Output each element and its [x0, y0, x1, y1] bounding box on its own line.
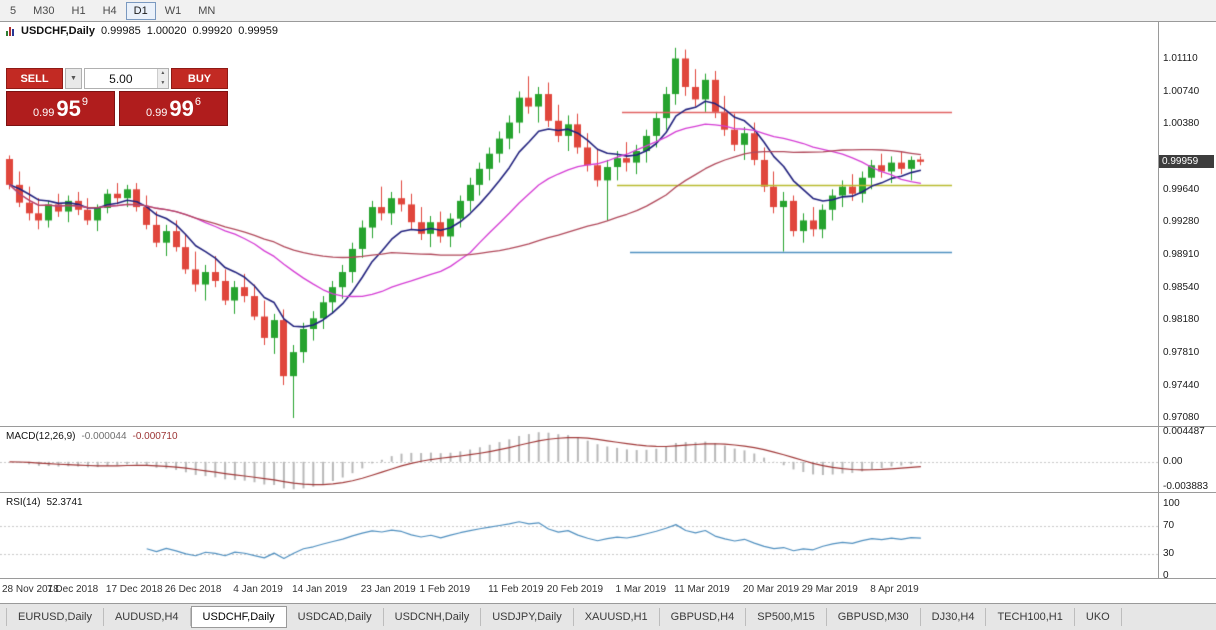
date-axis-label: 1 Feb 2019	[419, 584, 471, 595]
price-axis: 1.01110 1.00740 1.00380 0.99640 0.99280 0.989…	[1159, 22, 1216, 602]
date-axis-label: 1 Mar 2019	[615, 584, 667, 595]
rsi-axis-label: 100	[1163, 498, 1180, 509]
price-axis-label: 1.01110	[1163, 53, 1198, 65]
chart-tab-uko[interactable]: UKO	[1075, 608, 1122, 626]
timeframe-m30[interactable]: M30	[25, 2, 62, 20]
sell-price-big: 95	[56, 95, 81, 121]
volume-up-icon[interactable]: ▲	[157, 69, 168, 79]
chart-tab-tech100-h1[interactable]: TECH100,H1	[986, 608, 1075, 626]
macd-name: MACD(12,26,9)	[6, 431, 76, 442]
date-axis-label: 4 Jan 2019	[233, 584, 283, 595]
volume-dropdown-icon[interactable]: ▼	[65, 68, 82, 89]
date-axis-label: 7 Dec 2018	[47, 584, 99, 595]
macd-axis-label: 0.004487	[1163, 426, 1205, 438]
ohlc-close: 0.99959	[238, 25, 279, 37]
chart-tab-xauusd-h1[interactable]: XAUUSD,H1	[574, 608, 660, 626]
chart-tab-usdcnh-daily[interactable]: USDCNH,Daily	[384, 608, 482, 626]
timeframe-w1[interactable]: W1	[157, 2, 190, 20]
buy-button[interactable]: BUY	[171, 68, 228, 89]
rsi-indicator-label: RSI(14) 52.3741	[6, 497, 83, 508]
chart-tab-gbpusd-h4[interactable]: GBPUSD,H4	[660, 608, 747, 626]
date-axis-label: 29 Mar 2019	[801, 584, 858, 595]
date-axis-label: 11 Feb 2019	[488, 584, 544, 595]
macd-axis-label: -0.003883	[1163, 481, 1209, 493]
ohlc-open: 0.99985	[100, 25, 141, 37]
chart-tab-audusd-h4[interactable]: AUDUSD,H4	[104, 608, 191, 626]
date-axis-label: 8 Apr 2019	[870, 584, 919, 595]
timeframe-mn[interactable]: MN	[190, 2, 223, 20]
date-axis-label: 17 Dec 2018	[105, 584, 163, 595]
chart-tab-dj30-h4[interactable]: DJ30,H4	[921, 608, 987, 626]
volume-control: ▲ ▼	[84, 68, 169, 89]
chart-tab-sp500-m15[interactable]: SP500,M15	[746, 608, 827, 626]
chart-tab-gbpusd-m30[interactable]: GBPUSD,M30	[827, 608, 921, 626]
ohlc-low: 0.99920	[192, 25, 233, 37]
chart-tab-usdjpy-daily[interactable]: USDJPY,Daily	[481, 608, 574, 626]
price-axis-label: 1.00380	[1163, 118, 1200, 130]
buy-price-button[interactable]: 0.99 99 6	[119, 91, 228, 126]
buy-price-big: 99	[169, 95, 194, 121]
price-axis-label: 0.98180	[1163, 314, 1200, 326]
timeframe-h1[interactable]: H1	[64, 2, 94, 20]
sell-button[interactable]: SELL	[6, 68, 63, 89]
price-axis-label: 0.98910	[1163, 249, 1200, 261]
rsi-axis-label: 30	[1163, 548, 1175, 560]
buy-price-pipette: 6	[194, 96, 202, 108]
sell-price-prefix: 0.99	[32, 107, 55, 119]
price-axis-label: 0.97440	[1163, 379, 1200, 391]
price-axis-label: 0.97810	[1163, 347, 1200, 359]
pane-separator	[0, 492, 1216, 493]
price-axis-label: 0.99640	[1163, 184, 1200, 196]
rsi-value: 52.3741	[46, 497, 83, 508]
macd-value-signal: -0.000710	[132, 431, 178, 442]
date-axis-label: 20 Mar 2019	[742, 584, 800, 595]
volume-down-icon[interactable]: ▼	[157, 78, 168, 88]
chart-window: USDCHF,Daily 0.99985 1.00020 0.99920 0.9…	[0, 22, 1216, 603]
current-price-tag: 0.99959	[1159, 154, 1214, 168]
pane-separator	[0, 578, 1216, 579]
timeframe-h4[interactable]: H4	[95, 2, 125, 20]
date-axis-label: 23 Jan 2019	[360, 584, 416, 595]
timeframe-toolbar: 5 M30 H1 H4 D1 W1 MN	[0, 0, 1216, 22]
sell-price-button[interactable]: 0.99 95 9	[6, 91, 115, 126]
volume-spinner: ▲ ▼	[156, 69, 168, 88]
volume-input[interactable]	[85, 69, 157, 88]
date-axis-label: 20 Feb 2019	[546, 584, 604, 595]
date-axis-label: 26 Dec 2018	[164, 584, 222, 595]
timeframe-5[interactable]: 5	[2, 2, 24, 20]
date-axis-label: 28 Nov 2018	[2, 584, 59, 595]
symbol-label: USDCHF,Daily	[21, 25, 95, 37]
date-axis: 28 Nov 2018 7 Dec 2018 17 Dec 2018 26 Dec 2…	[0, 579, 1158, 602]
date-axis-label: 14 Jan 2019	[292, 584, 348, 595]
rsi-axis-label: 70	[1163, 519, 1175, 531]
price-axis-separator	[1158, 22, 1159, 579]
price-axis-label: 0.97080	[1163, 411, 1200, 423]
chart-tabs: EURUSD,Daily AUDUSD,H4 USDCHF,Daily USDCAD,…	[0, 603, 1216, 630]
rsi-name: RSI(14)	[6, 497, 41, 508]
ohlc-high: 1.00020	[146, 25, 187, 37]
pane-separator	[0, 426, 1216, 427]
macd-indicator-label: MACD(12,26,9) -0.000044 -0.000710	[6, 431, 178, 442]
sell-price-pipette: 9	[81, 96, 89, 108]
chart-tab-eurusd-daily[interactable]: EURUSD,Daily	[6, 608, 104, 626]
chart-tab-usdchf-daily[interactable]: USDCHF,Daily	[190, 606, 287, 628]
macd-value-main: -0.000044	[81, 431, 127, 442]
chart-window-icon	[6, 26, 14, 36]
price-axis-label: 0.98540	[1163, 282, 1200, 294]
price-axis-label: 0.99280	[1163, 216, 1200, 228]
price-axis-label: 1.00740	[1163, 86, 1200, 98]
chart-tab-usdcad-daily[interactable]: USDCAD,Daily	[287, 608, 384, 626]
buy-price-prefix: 0.99	[145, 107, 168, 119]
rsi-axis-label: 0	[1163, 570, 1169, 581]
chart-header: USDCHF,Daily 0.99985 1.00020 0.99920 0.9…	[6, 25, 278, 37]
timeframe-d1[interactable]: D1	[125, 1, 156, 20]
macd-axis-label: 0.00	[1163, 455, 1183, 467]
date-axis-label: 11 Mar 2019	[674, 584, 730, 595]
